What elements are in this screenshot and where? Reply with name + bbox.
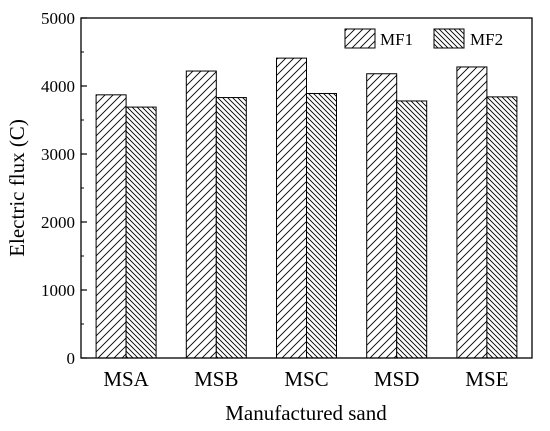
plot-frame <box>80 17 533 359</box>
x-tick-label: MSB <box>194 367 238 391</box>
bar-mf1-msd <box>366 73 398 359</box>
y-tick-label: 3000 <box>41 145 75 164</box>
bar-mf1-msb <box>185 70 217 359</box>
bar-mf2-mse <box>486 96 518 359</box>
y-axis-title: Electric flux (C) <box>5 119 29 257</box>
x-tick-label: MSD <box>374 367 420 391</box>
bars-group <box>95 57 518 359</box>
bar-mf2-msc <box>306 92 337 359</box>
x-tick-label: MSE <box>465 367 508 391</box>
legend-swatch-mf1 <box>344 28 376 49</box>
bar-mf1-mse <box>456 66 488 359</box>
x-axis-title: Manufactured sand <box>225 401 387 425</box>
bar-mf1-msc <box>276 57 307 359</box>
y-tick-label: 5000 <box>41 9 75 28</box>
y-tick-label: 2000 <box>41 213 75 232</box>
x-tick-label: MSC <box>284 367 328 391</box>
bar-mf2-msb <box>215 97 247 359</box>
legend-label-mf1: MF1 <box>380 30 413 49</box>
y-tick-label: 4000 <box>41 77 75 96</box>
y-tick-label: 1000 <box>41 281 75 300</box>
x-axis-tick-labels: MSA MSB MSC MSD MSE <box>103 367 508 391</box>
y-axis-ticks: 0 1000 2000 3000 4000 5000 <box>41 9 87 368</box>
bar-mf2-msa <box>125 106 157 359</box>
legend-label-mf2: MF2 <box>470 30 503 49</box>
x-tick-label: MSA <box>103 367 149 391</box>
y-tick-label: 0 <box>67 349 76 368</box>
bar-mf1-msa <box>95 94 127 359</box>
legend-swatch-mf2 <box>433 28 465 49</box>
legend: MF1 MF2 <box>344 28 503 49</box>
bar-mf2-msd <box>396 100 428 359</box>
